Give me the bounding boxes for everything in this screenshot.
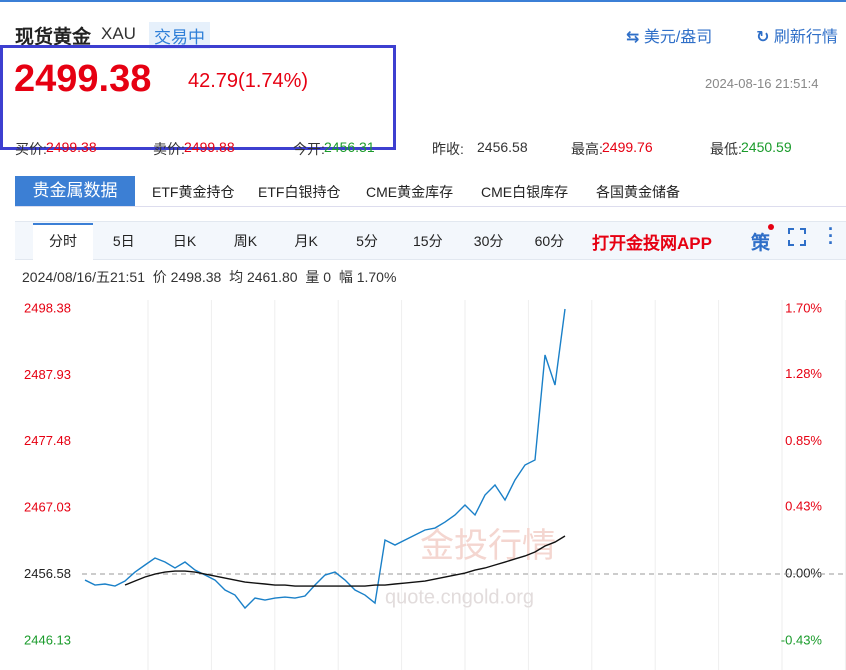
- stat-label: 最高:: [571, 141, 603, 157]
- period-tab[interactable]: 30分: [473, 233, 504, 249]
- fullscreen-button[interactable]: [788, 228, 806, 246]
- period-tab[interactable]: 月K: [294, 233, 318, 249]
- stat-value: 2499.38: [46, 139, 97, 155]
- watermark-brand: 金投行情: [420, 527, 556, 565]
- period-tab[interactable]: 日K: [172, 233, 197, 249]
- title: 现货黄金: [15, 27, 92, 48]
- y-tick-label: 2446.13: [24, 632, 71, 647]
- info-label: 价: [152, 269, 167, 285]
- y2-tick-label: 1.28%: [785, 366, 822, 381]
- y-tick-label: 2456.58: [24, 566, 71, 581]
- y-tick-label: 2467.03: [24, 500, 71, 515]
- chart: 金投行情 quote.cngold.org -0.43% 0.00% 0.43% 0.…: [24, 300, 846, 670]
- stat-label: 昨收:: [432, 141, 464, 157]
- tabs-border: [15, 206, 846, 207]
- y2-tick-label: -0.43%: [781, 632, 823, 647]
- info-line: 2024/08/16/五21:51 价 2498.38 均 2461.80 量 …: [22, 267, 396, 287]
- price-line: [124, 535, 566, 587]
- y-tick-label: 2477.48: [24, 433, 71, 448]
- active-period-bg: [33, 223, 93, 260]
- period-tab[interactable]: 15分: [413, 233, 443, 249]
- period-bar: [15, 221, 846, 260]
- tab[interactable]: CME黄金库存: [366, 184, 454, 200]
- y-tick-label: 2487.93: [24, 367, 71, 382]
- refresh: 刷新行情: [773, 29, 838, 46]
- highlight-box: [0, 45, 396, 150]
- app-link[interactable]: 打开金投网APP: [592, 234, 712, 253]
- tab[interactable]: 贵金属数据: [15, 176, 135, 206]
- stat-value: 2456.58: [477, 139, 528, 155]
- info-label: 均: [229, 269, 244, 285]
- period-tab[interactable]: 5日: [112, 233, 135, 249]
- period-tab[interactable]: 60分: [534, 233, 565, 249]
- stat-value: 2456.31: [324, 139, 375, 155]
- info-value: 2498.38: [170, 269, 222, 285]
- strategy-button[interactable]: 策: [751, 233, 771, 254]
- price: 2499.38: [14, 58, 152, 100]
- watermark-url: quote.cngold.org: [385, 586, 534, 608]
- timestamp: 2024-08-16 21:51:4: [705, 76, 819, 91]
- currency: 美元/盎司: [643, 29, 713, 46]
- price-line: [84, 308, 566, 610]
- stat-value: 2499.88: [184, 139, 235, 155]
- y2-tick-label: 0.85%: [785, 433, 822, 448]
- info-value: 1.70%: [356, 269, 397, 285]
- top-border: [0, 0, 846, 2]
- info-value: 2461.80: [246, 269, 298, 285]
- code: XAU: [101, 24, 136, 43]
- period-tab[interactable]: 周K: [233, 233, 258, 249]
- tab[interactable]: 各国黄金储备: [596, 184, 680, 200]
- period-tab[interactable]: 分时: [49, 233, 77, 249]
- period-tab[interactable]: 5分: [356, 233, 378, 249]
- y2-tick-label: 0.00%: [785, 565, 822, 580]
- stat-label: 卖价:: [153, 141, 185, 157]
- info-value: 0: [323, 269, 332, 285]
- y-tick-label: 2498.38: [24, 300, 71, 315]
- stat-value: 2499.76: [602, 139, 653, 155]
- badge: [768, 224, 774, 230]
- tab[interactable]: ETF白银持仓: [258, 184, 341, 200]
- currency-switch[interactable]: ⇆ 美元/盎司: [626, 29, 713, 46]
- info-label: 幅: [338, 269, 353, 285]
- stat-label: 买价:: [15, 141, 47, 157]
- more-button[interactable]: · · ·: [828, 219, 834, 253]
- y2-tick-label: 0.43%: [785, 498, 822, 513]
- refresh-button[interactable]: ↻ 刷新行情: [756, 29, 838, 46]
- stat-label: 最低:: [710, 141, 742, 157]
- y2-tick-label: 1.70%: [785, 300, 822, 315]
- tab[interactable]: ETF黄金持仓: [152, 184, 235, 200]
- change: 42.79(1.74%): [188, 70, 309, 92]
- info-time: 2024/08/16/五21:51: [22, 269, 145, 285]
- tab[interactable]: CME白银库存: [481, 184, 569, 200]
- status: 交易中: [149, 22, 210, 49]
- stat-label: 今开:: [293, 141, 325, 157]
- stat-value: 2450.59: [741, 139, 792, 155]
- info-label: 量: [305, 269, 320, 285]
